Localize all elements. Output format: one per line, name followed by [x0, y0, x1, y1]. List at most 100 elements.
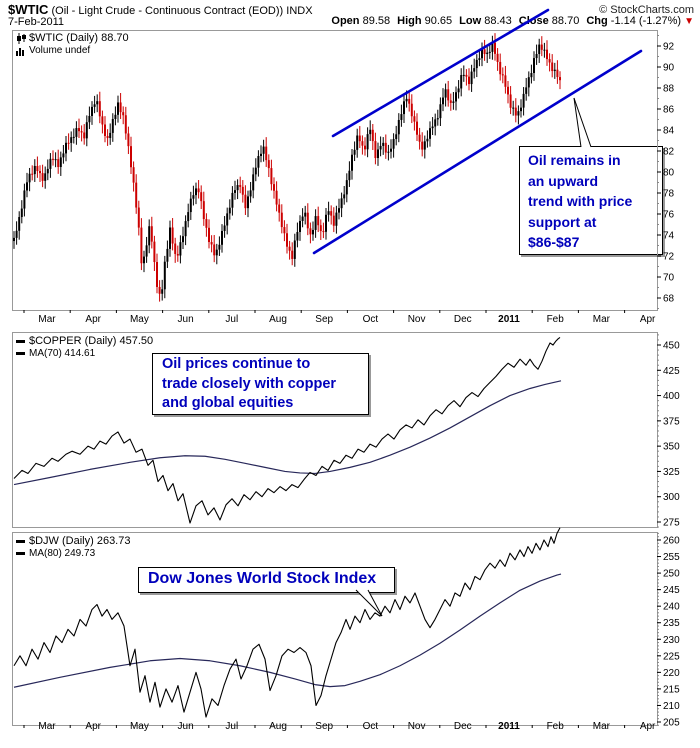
y-axis-label: 210: [663, 701, 680, 712]
annotation-copper-correlation: Oil prices continue to trade closely with…: [152, 353, 369, 415]
y-axis-label: 92: [663, 42, 675, 53]
y-axis-label: 245: [663, 585, 680, 596]
callout-pointer: [574, 98, 591, 147]
annotation-line: and global equities: [162, 395, 294, 411]
month-label: Nov: [408, 314, 426, 325]
quote-label: Low: [459, 15, 482, 27]
quote-label: Chg: [586, 15, 608, 27]
month-label: Nov: [408, 721, 426, 732]
month-label: Apr: [85, 314, 101, 325]
price-line-swatch: [16, 540, 25, 543]
volume-bars-icon: [16, 47, 24, 56]
month-label: Mar: [38, 314, 56, 325]
y-axis-label: 78: [663, 189, 675, 200]
ma-line-swatch: [16, 552, 25, 555]
djw-legend-label: $DJW (Daily) 263.73: [29, 535, 131, 547]
ohlc-quote-row: Open 89.58 High 90.65 Low 88.43 Close 88.70…: [324, 15, 694, 27]
month-label: Mar: [38, 721, 56, 732]
month-label: Jun: [178, 314, 194, 325]
y-axis-label: 90: [663, 63, 675, 74]
y-axis-label: 255: [663, 552, 680, 563]
wtic-legend: $WTIC (Daily) 88.70 Volume undef: [16, 33, 129, 57]
month-label: Mar: [593, 314, 611, 325]
month-label: Feb: [547, 314, 565, 325]
month-label: 2011: [498, 721, 520, 732]
month-label: Jun: [178, 721, 194, 732]
callout-pointer-edge: [355, 589, 383, 617]
y-axis-label: 260: [663, 536, 680, 547]
annotation-line: $86-$87: [528, 234, 580, 250]
y-axis-label: 235: [663, 618, 680, 629]
quote-value: 88.70: [548, 15, 580, 27]
month-label: Apr: [85, 721, 101, 732]
quote-label: Close: [518, 15, 549, 27]
month-label: Feb: [547, 721, 565, 732]
upper-channel-line: [331, 8, 550, 138]
callout-pointer-edge: [573, 97, 592, 148]
y-axis-label: 250: [663, 569, 680, 580]
y-axis-label: 400: [663, 391, 680, 402]
djw-ma-label: MA(80) 249.73: [29, 548, 96, 559]
y-axis-label: 225: [663, 651, 680, 662]
quote-value: 88.43: [481, 15, 512, 27]
month-label: Oct: [363, 721, 379, 732]
month-label: Jul: [225, 721, 238, 732]
month-label: Dec: [454, 721, 472, 732]
month-label: Mar: [593, 721, 611, 732]
annotation-oil-trend: Oil remains in an upward trend with price s…: [519, 146, 663, 255]
copper-legend-label: $COPPER (Daily) 457.50: [29, 335, 154, 347]
y-axis-label: 450: [663, 341, 680, 352]
plot-border: [12, 532, 658, 726]
y-axis-label: 72: [663, 252, 675, 263]
copper-legend: $COPPER (Daily) 457.50 MA(70) 414.61: [16, 336, 153, 360]
callout-pointer-edge: [573, 97, 582, 148]
ticker-symbol: $WTIC: [8, 2, 49, 17]
annotation-djw-label: Dow Jones World Stock Index: [138, 567, 395, 593]
copper-ma-label: MA(70) 414.61: [29, 348, 96, 359]
y-axis-label: 215: [663, 684, 680, 695]
callout-pointer: [356, 590, 382, 616]
quote-label: High: [397, 15, 422, 27]
month-label: Sep: [315, 314, 333, 325]
month-label: May: [130, 314, 149, 325]
copyright: © StockCharts.com: [599, 4, 694, 16]
y-axis-label: 240: [663, 602, 680, 613]
header: $WTIC (Oil - Light Crude - Continuous Co…: [8, 2, 313, 17]
y-axis-label: 68: [663, 294, 675, 305]
y-axis-label: 80: [663, 168, 675, 179]
y-axis-label: 275: [663, 517, 680, 528]
y-axis-label: 76: [663, 210, 675, 221]
volume-legend-label: Volume undef: [29, 45, 91, 56]
annotation-line: Oil remains in: [528, 152, 621, 168]
month-label: Jul: [225, 314, 238, 325]
ma-line-swatch: [16, 352, 25, 355]
y-axis-label: 74: [663, 231, 675, 242]
quote-value: -1.14 (-1.27%): [607, 15, 682, 27]
change-down-arrow-icon: ▼: [684, 16, 694, 27]
y-axis-label: 425: [663, 366, 680, 377]
annotation-line: Oil prices continue to: [162, 356, 311, 372]
annotation-line: support at: [528, 213, 597, 230]
y-axis-label: 350: [663, 442, 680, 453]
callout-pointer-edge: [367, 589, 383, 617]
quote-label: Open: [331, 15, 360, 27]
y-axis-label: 86: [663, 105, 675, 116]
y-axis-label: 88: [663, 84, 675, 95]
quote-value: 89.58: [359, 15, 391, 27]
ticker-description: (Oil - Light Crude - Continuous Contract…: [51, 5, 313, 17]
annotation-line: Dow Jones World Stock Index: [148, 570, 377, 587]
annotation-line: trade closely with copper: [162, 375, 337, 392]
quote-value: 90.65: [421, 15, 453, 27]
annotation-line: trend with price: [528, 193, 633, 209]
month-label: Sep: [315, 721, 333, 732]
y-axis-label: 300: [663, 492, 680, 503]
month-label: Oct: [363, 314, 379, 325]
wtic-legend-label: $WTIC (Daily) 88.70: [29, 32, 129, 44]
y-axis-label: 84: [663, 126, 675, 137]
djw-legend: $DJW (Daily) 263.73 MA(80) 249.73: [16, 536, 130, 560]
month-label: 2011: [498, 314, 520, 325]
candlestick-icon: [17, 33, 26, 44]
y-axis-label: 70: [663, 273, 675, 284]
month-label: May: [130, 721, 149, 732]
